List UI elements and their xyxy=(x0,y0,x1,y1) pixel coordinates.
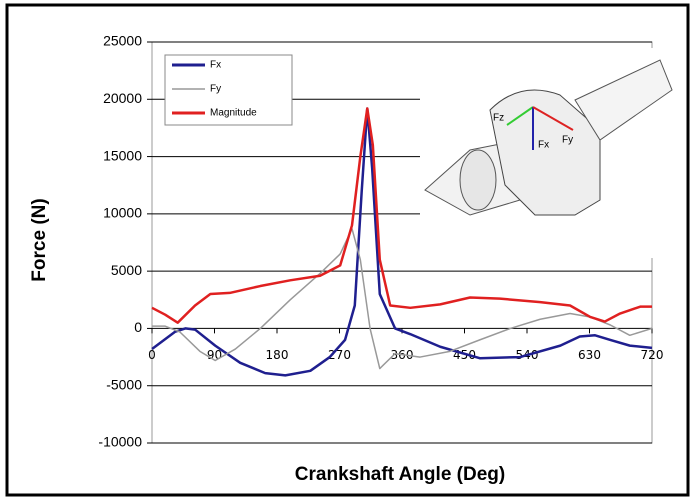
inset-label: Fx xyxy=(538,140,549,151)
inset-label: Fy xyxy=(562,135,573,146)
legend-label: Fy xyxy=(210,84,221,95)
legend-label: Magnitude xyxy=(210,108,257,119)
y-axis-title: Force (N) xyxy=(29,198,50,281)
x-tick-label: 180 xyxy=(266,348,289,362)
y-tick-label: -10000 xyxy=(98,434,142,450)
y-tick-label: 5000 xyxy=(111,262,142,278)
y-tick-label: 20000 xyxy=(103,90,142,106)
x-axis-title: Crankshaft Angle (Deg) xyxy=(295,464,505,485)
x-tick-label: 0 xyxy=(148,348,156,362)
chart: -10000-500005000100001500020000250000901… xyxy=(0,0,695,497)
y-tick-label: 15000 xyxy=(103,147,142,163)
legend-label: Fx xyxy=(210,60,221,71)
journal xyxy=(460,150,496,210)
inset-image: Fz Fx Fy xyxy=(420,48,672,258)
legend: Fx Fy Magnitude xyxy=(165,55,292,125)
y-tick-label: 25000 xyxy=(103,33,142,49)
inset-label: Fz xyxy=(493,113,504,124)
x-tick-label: 630 xyxy=(578,348,601,362)
y-tick-label: 0 xyxy=(134,319,142,335)
x-tick-label: 720 xyxy=(641,348,664,362)
y-tick-label: -5000 xyxy=(106,376,142,392)
y-tick-label: 10000 xyxy=(103,205,142,221)
